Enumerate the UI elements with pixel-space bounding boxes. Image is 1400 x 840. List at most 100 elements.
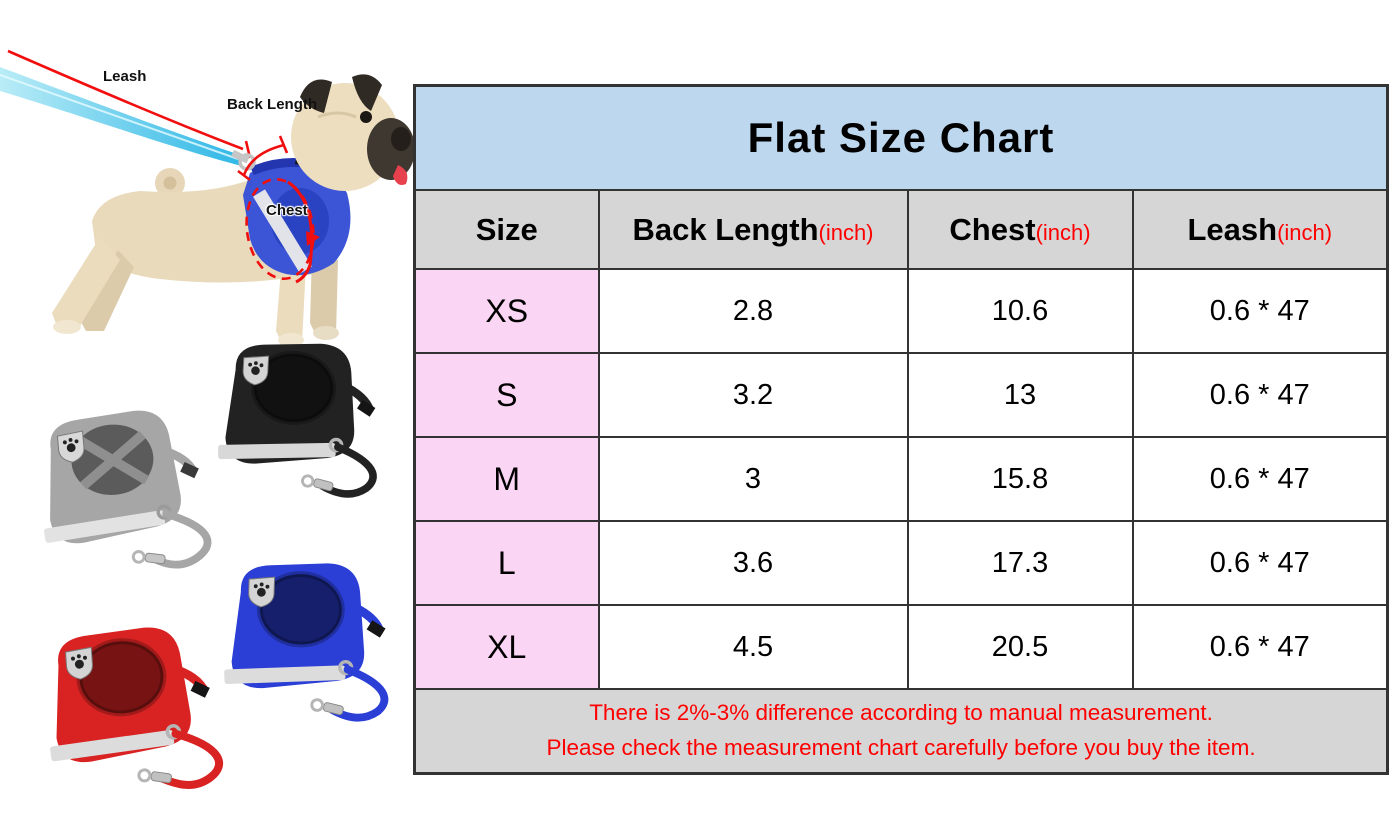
dog-eye: [360, 111, 372, 123]
back-length-annotation-arc: [242, 143, 285, 176]
paw-toe: [62, 440, 67, 445]
chest-annotation-ellipse: [245, 177, 315, 281]
harness-opening-rim: [76, 638, 167, 717]
reflective-stripe: [224, 665, 346, 685]
leash: [328, 665, 389, 722]
table-row: XS 2.8 10.6 0.6 * 47: [413, 268, 1389, 354]
column-label: Leash: [1187, 211, 1278, 247]
back-length-tick: [278, 135, 289, 154]
column-label: Size: [475, 211, 538, 247]
chest-annotation-solid-arc: [287, 180, 314, 284]
dog-harness-reflective-stripe: [253, 189, 312, 274]
back-length-cell: 2.8: [597, 268, 909, 354]
size-cell: XL: [413, 604, 600, 690]
product-illustration-panel: Leash Back Length Chest: [0, 0, 415, 840]
back-length-cell: 3.2: [597, 352, 909, 438]
table-row: S 3.2 13 0.6 * 47: [413, 352, 1389, 438]
strap-buckle: [356, 399, 376, 417]
back-length-cell: 3: [597, 436, 909, 522]
back-length-cell: 3.6: [597, 520, 909, 606]
paw-toe: [68, 437, 73, 442]
inner-straps: [76, 430, 150, 490]
flat-size-chart-table: Flat Size Chart Size Back Length(inch) C…: [413, 84, 1390, 775]
size-cell: L: [413, 520, 600, 606]
paw-toe: [253, 584, 258, 589]
clasp-hook: [310, 698, 324, 712]
leash-snap-hook: [310, 698, 344, 716]
paw-badge: [242, 355, 270, 386]
dog-ear-left: [300, 79, 332, 113]
leash-snap-hook: [301, 474, 334, 492]
paw-badge: [56, 430, 85, 463]
paw-toe: [71, 656, 76, 661]
column-unit: (inch): [1277, 219, 1333, 245]
paw-badge: [248, 576, 276, 608]
reflective-stripe: [218, 442, 336, 460]
paw-toe: [259, 363, 264, 368]
paw-toe: [76, 654, 81, 659]
paw-toe: [74, 439, 79, 444]
clasp-body: [313, 478, 334, 492]
column-header-leash: Leash(inch): [1131, 189, 1389, 270]
chest-cell: 10.6: [906, 268, 1134, 354]
table-title: Flat Size Chart: [413, 84, 1389, 191]
dog-rear-leg-near: [52, 237, 120, 329]
column-unit: (inch): [818, 219, 874, 245]
dog-tail-curl: [163, 176, 177, 190]
note-line-1: There is 2%-3% difference according to m…: [589, 700, 1213, 726]
leash: [150, 509, 212, 569]
dog-paw: [53, 320, 81, 334]
leash: [156, 729, 224, 789]
leash-snap-hook: [131, 550, 166, 565]
table-row: L 3.6 17.3 0.6 * 47: [413, 520, 1389, 606]
size-cell: S: [413, 352, 600, 438]
back-length-cell: 4.5: [597, 604, 909, 690]
clasp-body: [144, 552, 166, 565]
harness-opening-rim: [256, 571, 345, 648]
chest-cell: 17.3: [906, 520, 1134, 606]
leash-cell: 0.6 * 47: [1131, 436, 1389, 522]
dog-muzzle: [367, 118, 415, 180]
back-length-annotation-label: Back Length: [227, 96, 318, 113]
harness-opening: [253, 353, 334, 422]
table-row: M 3 15.8 0.6 * 47: [413, 436, 1389, 522]
column-header-back-length: Back Length(inch): [597, 189, 909, 270]
leash-annotation-arrow: [7, 49, 244, 151]
column-unit: (inch): [1035, 219, 1091, 245]
harness-opening-rim: [250, 350, 337, 425]
dog-head: [291, 74, 415, 191]
dog-ear-right: [352, 74, 382, 111]
reflective-stripe: [50, 729, 175, 762]
column-header-size: Size: [413, 189, 600, 270]
column-label: Back Length: [632, 211, 819, 247]
clasp-hook: [301, 474, 315, 488]
dog-front-leg-far: [310, 253, 338, 335]
gray-harness-photo: [44, 410, 212, 569]
measurement-note: There is 2%-3% difference according to m…: [413, 688, 1389, 775]
column-label: Chest: [949, 211, 1036, 247]
black-harness-photo: [218, 343, 377, 498]
strap-buckle: [190, 680, 210, 698]
paw-toe: [254, 361, 258, 366]
leash-annotation-label: Leash: [103, 68, 147, 85]
dog-paw: [278, 333, 304, 347]
paw-badge: [65, 646, 93, 680]
dog-paw: [313, 326, 339, 340]
table-row: XL 4.5 20.5 0.6 * 47: [413, 604, 1389, 690]
leash-strap-highlight: [0, 74, 239, 160]
clasp-hook: [137, 768, 152, 783]
chest-annotation-arrowhead: [306, 231, 320, 246]
dog-harness-diagram: [0, 49, 415, 347]
paw-toe: [265, 584, 270, 589]
strap-buckle: [180, 461, 199, 479]
dog-wrinkle: [317, 111, 357, 119]
reflective-stripe: [44, 510, 166, 543]
paw-print-icon: [256, 587, 266, 597]
paw-print-icon: [251, 366, 260, 375]
clasp-hook: [131, 550, 146, 564]
dog-nose: [391, 127, 411, 151]
leash-cell: 0.6 * 47: [1131, 520, 1389, 606]
column-header-chest: Chest(inch): [906, 189, 1134, 270]
chest-annotation-label: Chest: [266, 202, 308, 219]
clasp-body: [150, 771, 172, 784]
